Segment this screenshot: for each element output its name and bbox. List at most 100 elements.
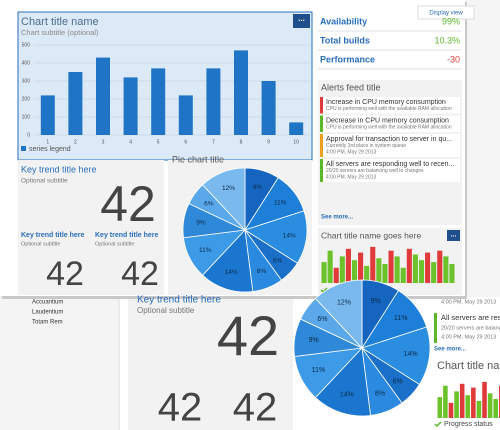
menu-button[interactable]: [293, 14, 310, 28]
trend-value: 42: [233, 386, 278, 430]
mini-bar: [345, 248, 351, 283]
mini-bar: [476, 400, 482, 418]
check-icon: [434, 421, 442, 428]
alert-color-bar: [434, 313, 437, 343]
mini-bar: [471, 387, 476, 418]
pie-slice: [201, 229, 254, 293]
menu-label: ...: [451, 231, 457, 238]
trend-value: 42: [121, 255, 159, 293]
x-tick-label: 5: [157, 139, 160, 145]
bar: [289, 122, 304, 135]
display-view-button[interactable]: [417, 5, 475, 20]
back-list-item: Totam Rem: [32, 320, 63, 326]
mini-bar: [370, 246, 376, 283]
pie-label: 11%: [274, 199, 287, 206]
x-tick-label: 6: [184, 139, 187, 145]
trend-subtitle: Optional subtitle: [137, 306, 195, 315]
back-alert-time: 4:00 PM, May 29 2013: [441, 334, 496, 340]
mini-bar: [376, 258, 382, 283]
back-alert-time: 4:00 PM, May 29 2013: [441, 299, 496, 305]
chart-subtitle: Chart subtitle (optional): [21, 28, 99, 37]
back-alert-line: 20/20 servers are balancing...: [441, 325, 500, 331]
kpi-label: Total builds: [320, 35, 370, 45]
trend-title: Key trend title here: [21, 164, 97, 174]
menu-button[interactable]: [447, 230, 460, 241]
trend-subtitle: Optional subtitle: [21, 241, 60, 247]
mini-bar: [487, 393, 493, 418]
alert-color-bar: [320, 97, 323, 114]
mini-bar: [425, 252, 431, 283]
mini-bar: [449, 264, 455, 283]
trend-value: 42: [100, 176, 156, 232]
back-chart-title: Chart title name: [437, 360, 500, 372]
pie-title: Pie chart title: [172, 154, 224, 164]
pie-label: 6%: [204, 200, 214, 207]
chart-title: Chart title name: [21, 16, 99, 28]
pie-slice: [244, 210, 308, 264]
back-list-item: Laudentium: [32, 310, 63, 316]
alert-line: Currently 3rd place in system queue: [326, 143, 406, 149]
alert-line: 4:00 PM, May 29 2013: [326, 174, 377, 180]
bar: [40, 95, 55, 135]
y-tick-label: 500: [22, 42, 31, 48]
pie-label: 6%: [393, 378, 403, 385]
kpi-value: -30: [447, 54, 460, 64]
menu-label: ...: [298, 14, 305, 23]
mini-bar: [394, 256, 400, 283]
x-tick-label: 10: [293, 139, 299, 145]
display-view: Display view: [429, 11, 463, 17]
y-tick-label: 300: [22, 78, 31, 84]
pie-slice: [361, 326, 431, 385]
alert-line: 4:00 PM, May 29 2013: [326, 149, 377, 155]
mini-bar: [431, 262, 437, 283]
progress-status: Progress status: [444, 421, 493, 428]
back-trend-tile: [128, 297, 293, 430]
alerts-title: Alerts feed title: [321, 82, 381, 92]
pie-label: 14%: [225, 269, 238, 276]
pie-label: 9%: [309, 337, 319, 344]
x-tick-label: 4: [129, 139, 132, 145]
bar: [234, 50, 248, 135]
mini-bar: [454, 391, 459, 418]
trend-title: Key trend title here: [137, 295, 221, 306]
trend-title: Key trend title here: [95, 232, 159, 239]
pie-label: 11%: [394, 315, 408, 322]
y-tick-label: 0: [27, 132, 30, 138]
alert-line: CPU is performing well with the availabl…: [326, 124, 452, 130]
alert-title: Increase in CPU memory consumption: [326, 99, 446, 106]
see-more[interactable]: See more...: [434, 347, 466, 353]
x-tick-label: 9: [267, 139, 270, 145]
alert-bg: [320, 97, 460, 114]
trend-value: 42: [46, 255, 84, 293]
kpi-value: 99%: [442, 16, 460, 26]
mini-bar: [418, 260, 425, 283]
mini-bar: [465, 395, 471, 418]
trend-value: 42: [217, 304, 279, 367]
legend-swatch: [21, 146, 26, 151]
mini-bar: [437, 397, 443, 418]
alert-bg: [320, 134, 460, 157]
pie-label: 9%: [371, 298, 381, 305]
pie-label: 6%: [273, 257, 283, 264]
x-tick-label: 7: [212, 139, 215, 145]
alert-color-bar: [320, 134, 323, 157]
kpi-label: Performance: [320, 54, 375, 64]
bar: [206, 68, 221, 135]
legend-label: series legend: [29, 146, 71, 153]
mini-bar: [388, 250, 394, 283]
pie-label: 11%: [312, 367, 326, 374]
mini-bar: [406, 248, 412, 283]
alert-title: Approval for transaction to server in qu…: [326, 136, 452, 143]
mini-bar: [327, 250, 333, 283]
kpi-value: 10.3%: [434, 35, 460, 45]
mini-bar: [321, 262, 327, 283]
pie-label: 9%: [253, 184, 263, 191]
trend-value: 42: [158, 386, 203, 430]
back-alert-title: All servers are resp...: [441, 313, 500, 322]
trend-subtitle: Optional subtitle: [95, 241, 134, 247]
kpi-label: Availability: [320, 16, 367, 26]
trend-tile: [18, 160, 164, 295]
mini-bar: [448, 402, 454, 418]
see-more[interactable]: See more...: [321, 215, 353, 221]
bar: [151, 68, 166, 135]
